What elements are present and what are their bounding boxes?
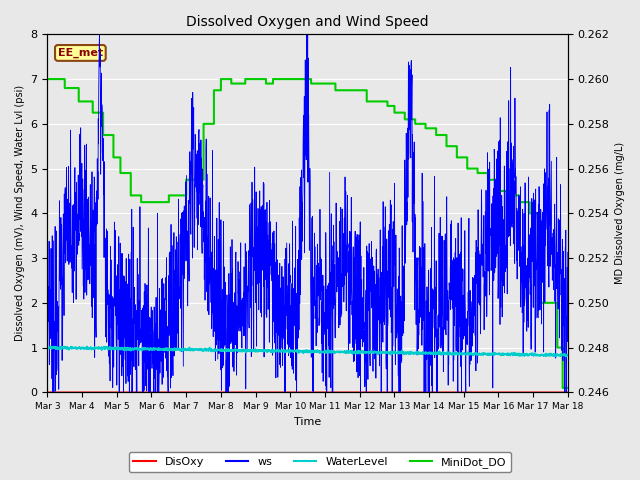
Y-axis label: MD Dissolved Oxygen (mg/L): MD Dissolved Oxygen (mg/L) xyxy=(615,142,625,284)
Y-axis label: Dissolved Oxygen (mV), Wind Speed, Water Lvl (psi): Dissolved Oxygen (mV), Wind Speed, Water… xyxy=(15,85,25,341)
Title: Dissolved Oxygen and Wind Speed: Dissolved Oxygen and Wind Speed xyxy=(186,15,429,29)
Text: EE_met: EE_met xyxy=(58,48,103,58)
X-axis label: Time: Time xyxy=(294,417,321,427)
Legend: DisOxy, ws, WaterLevel, MiniDot_DO: DisOxy, ws, WaterLevel, MiniDot_DO xyxy=(129,452,511,472)
